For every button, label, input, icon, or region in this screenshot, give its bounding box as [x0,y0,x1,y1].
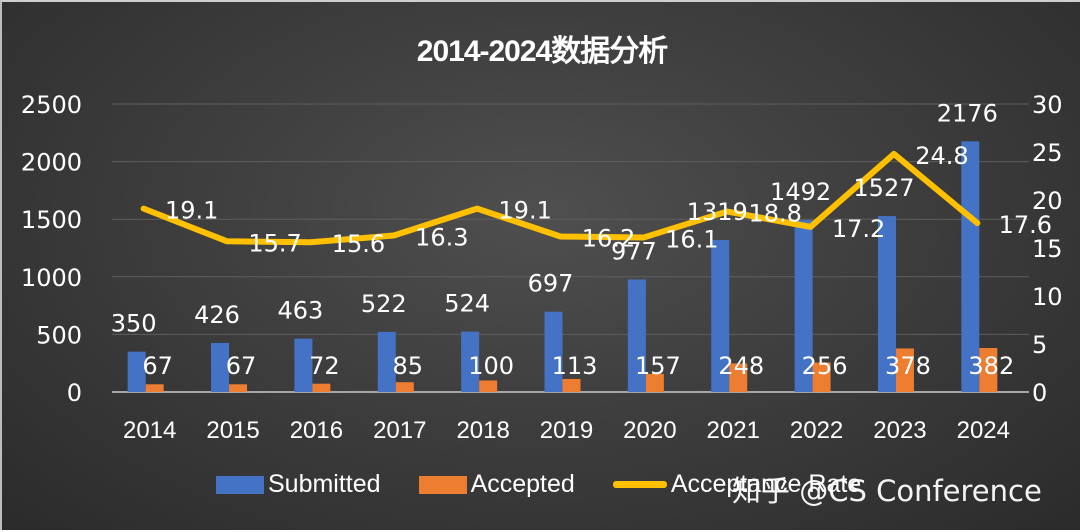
label-submitted: 350 [111,310,157,338]
label-submitted: 1527 [853,174,914,202]
label-submitted: 426 [194,301,240,329]
label-rate: 24.8 [915,142,968,170]
watermark: 知乎 @CS Conference [732,474,1042,508]
bar-accepted [395,382,414,392]
x-tick: 2020 [623,417,676,444]
label-rate: 16.2 [582,224,635,252]
y-tick-right: 15 [1032,235,1063,263]
legend-label-submitted: Submitted [268,470,381,498]
x-tick: 2021 [707,417,760,444]
bar-accepted [312,383,331,392]
label-submitted: 524 [444,290,490,318]
chart-title: 2014-2024数据分析 [416,35,668,68]
label-accepted: 382 [968,352,1014,380]
bar-submitted [627,279,646,392]
label-submitted: 977 [611,237,657,265]
bar-submitted [461,331,480,392]
bar-accepted [145,384,164,392]
legend-label-accepted: Accepted [470,470,575,498]
x-tick: 2019 [540,417,593,444]
label-rate: 17.2 [832,215,885,243]
y-tick-right: 10 [1032,283,1063,311]
label-accepted: 67 [226,352,257,380]
bar-submitted [794,220,813,392]
label-rate: 16.1 [665,225,718,253]
label-accepted: 378 [885,352,931,380]
y-tick-left: 1000 [21,264,82,292]
label-accepted: 248 [718,352,764,380]
label-submitted: 1319 [687,198,748,226]
y-tick-left: 2000 [21,149,82,177]
x-tick: 2024 [957,417,1010,444]
label-rate: 15.7 [248,229,301,257]
submitted-swatch-icon [216,475,264,494]
bar-submitted [294,338,313,392]
legend-item-rate: Acceptance Rate [612,470,862,499]
y-tick-left: 1500 [21,206,82,234]
x-tick: 2014 [123,417,176,444]
y-tick-right: 30 [1032,91,1063,119]
label-submitted: 2176 [937,99,998,127]
legend-label-rate: Acceptance Rate [670,470,862,498]
y-tick-left: 0 [67,379,82,407]
label-accepted: 113 [552,352,598,380]
bar-submitted [127,351,146,392]
label-submitted: 463 [278,297,324,325]
legend-item-accepted: Accepted [418,470,575,499]
bar-accepted [812,362,831,392]
label-rate: 19.1 [165,197,218,225]
bar-accepted [979,347,998,392]
x-tick: 2022 [790,417,843,444]
rate-line-swatch-icon [612,481,667,488]
label-rate: 17.6 [999,211,1052,239]
bar-accepted [229,384,248,392]
label-accepted: 67 [142,352,173,380]
y-tick-right: 0 [1032,379,1047,407]
label-accepted: 85 [392,352,423,380]
bar-submitted [961,141,980,392]
label-rate: 16.3 [415,224,468,252]
bar-submitted [544,311,563,392]
label-rate: 19.1 [498,197,551,225]
x-tick: 2016 [290,417,343,444]
y-tick-left: 2500 [21,91,82,119]
x-tick: 2017 [373,417,426,444]
label-accepted: 100 [468,352,514,380]
legend-item-submitted: Submitted [216,470,381,499]
label-accepted: 72 [309,352,340,380]
y-tick-right: 5 [1032,331,1047,359]
bar-submitted [711,240,730,392]
label-submitted: 697 [528,270,574,298]
bar-accepted [729,363,748,392]
bar-accepted [895,348,914,392]
bar-submitted [377,331,396,392]
label-accepted: 157 [635,352,681,380]
rate-line [140,150,981,246]
x-tick: 2018 [456,417,509,444]
x-tick: 2023 [873,417,926,444]
accepted-swatch-icon [418,475,467,494]
bar-submitted [877,216,896,392]
y-tick-left: 500 [36,321,82,349]
label-rate: 15.6 [332,230,385,258]
y-tick-right: 20 [1032,187,1063,215]
legend: Submitted Accepted Acceptance Rate [216,470,899,499]
bar-accepted [562,378,581,392]
label-accepted: 256 [802,352,848,380]
bar-submitted [211,342,230,392]
x-tick: 2015 [206,417,259,444]
bar-accepted [479,380,498,392]
y-tick-right: 25 [1032,139,1063,167]
label-rate: 18.8 [749,200,802,228]
label-submitted: 1492 [770,178,831,206]
label-submitted: 522 [361,290,407,318]
bar-accepted [645,373,664,392]
